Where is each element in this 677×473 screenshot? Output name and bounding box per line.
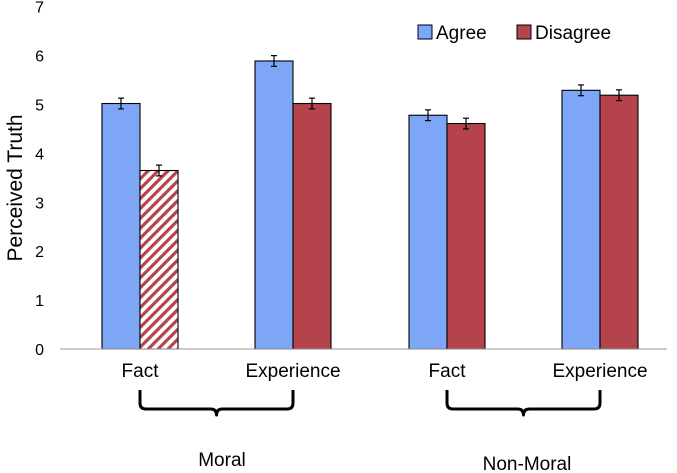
group-label: Non-Moral — [483, 454, 572, 473]
bars — [101, 60, 639, 350]
group-labels: Moral Non-Moral — [198, 450, 571, 473]
error-bar — [578, 84, 584, 97]
error-bar — [271, 54, 277, 67]
error-bar — [309, 97, 315, 110]
bar-disagree-1 — [292, 102, 332, 350]
error-bar — [425, 109, 431, 122]
legend-item: Agree — [417, 23, 487, 44]
bar-agree-1 — [254, 60, 294, 350]
legend-swatch — [417, 24, 433, 40]
x-category-label: Experience — [245, 361, 340, 382]
legend-label: Agree — [436, 23, 487, 44]
legend: Agree Disagree — [417, 23, 611, 44]
x-category-label: Fact — [122, 361, 160, 382]
bar-agree-0 — [101, 102, 141, 350]
y-tick-label: 4 — [35, 146, 44, 163]
x-category-label: Experience — [552, 361, 647, 382]
bar-disagree-3 — [599, 94, 639, 350]
bar-disagree-2 — [446, 123, 486, 350]
bar-disagree-0 — [139, 169, 179, 350]
y-axis-ticks: 0 1 2 3 4 5 6 7 — [35, 0, 44, 359]
bar-agree-3 — [561, 89, 601, 350]
y-tick-label: 0 — [35, 342, 44, 359]
y-tick-label: 3 — [35, 195, 44, 212]
error-bar — [463, 117, 469, 130]
error-bar — [156, 164, 162, 177]
legend-item: Disagree — [516, 23, 611, 44]
y-tick-label: 2 — [35, 244, 44, 261]
error-bar — [616, 89, 622, 102]
y-tick-label: 5 — [35, 98, 44, 115]
y-tick-label: 7 — [35, 0, 44, 17]
legend-swatch — [516, 24, 532, 40]
legend-label: Disagree — [535, 23, 611, 44]
bar-agree-2 — [408, 114, 448, 350]
group-brace — [445, 390, 602, 417]
y-tick-label: 1 — [35, 293, 44, 310]
error-bars — [118, 54, 622, 177]
group-brace — [138, 390, 295, 417]
y-tick-label: 6 — [35, 49, 44, 66]
error-bar — [118, 97, 124, 110]
y-axis-label: Perceived Truth — [4, 114, 27, 261]
group-label: Moral — [198, 450, 246, 471]
x-category-label: Fact — [429, 361, 467, 382]
x-axis-categories: Fact Experience Fact Experience — [122, 361, 648, 382]
group-braces — [138, 390, 602, 417]
